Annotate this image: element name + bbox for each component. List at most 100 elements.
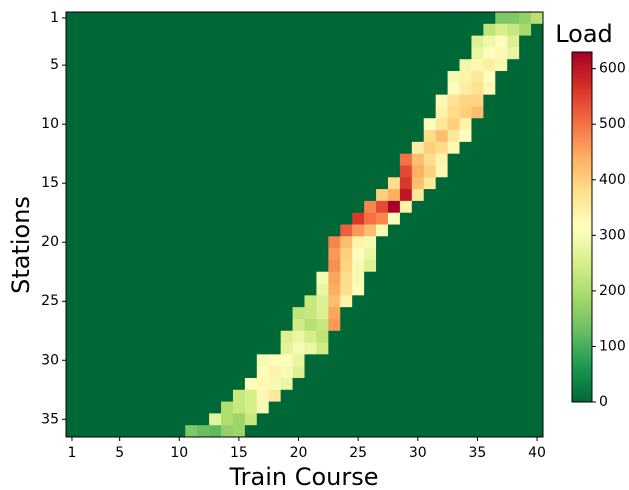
heatmap-cell	[519, 271, 532, 284]
heatmap-cell	[387, 106, 401, 119]
heatmap-cell	[411, 389, 425, 402]
heatmap-cell	[101, 141, 115, 155]
heatmap-cell	[519, 295, 532, 308]
heatmap-cell	[77, 377, 91, 391]
heatmap-cell	[447, 307, 460, 320]
heatmap-cell	[376, 106, 389, 119]
heatmap-cell	[411, 259, 425, 273]
heatmap-cell	[149, 342, 162, 355]
heatmap-cell	[411, 71, 425, 84]
heatmap-cell	[423, 248, 437, 261]
heatmap-cell	[161, 413, 174, 426]
heatmap-cell	[531, 94, 544, 107]
heatmap-cell	[66, 425, 79, 438]
heatmap-cell	[483, 271, 496, 284]
heatmap-cell	[89, 401, 103, 414]
heatmap-cell	[483, 212, 496, 225]
heatmap-cell	[113, 236, 127, 249]
heatmap-cell	[340, 295, 353, 308]
heatmap-cell	[268, 47, 282, 60]
heatmap-cell	[137, 224, 150, 237]
heatmap-cell	[149, 165, 162, 178]
heatmap-cell	[232, 177, 246, 190]
heatmap-cell	[483, 165, 496, 178]
heatmap-cell	[89, 118, 103, 131]
heatmap-cell	[113, 189, 127, 202]
heatmap-cell	[173, 200, 186, 214]
heatmap-cell	[173, 224, 186, 237]
heatmap-cell	[376, 12, 389, 25]
heatmap-cell	[137, 153, 150, 166]
heatmap-cell	[531, 377, 544, 391]
heatmap-cell	[268, 71, 282, 84]
heatmap-cell	[304, 330, 317, 343]
heatmap-cell	[292, 12, 305, 25]
heatmap-cell	[101, 12, 115, 25]
heatmap-cell	[495, 224, 508, 237]
heatmap-cell	[209, 224, 222, 237]
heatmap-cell	[268, 248, 282, 261]
heatmap-cell	[435, 330, 448, 343]
heatmap-cell	[304, 47, 317, 60]
heatmap-cell	[113, 35, 127, 48]
heatmap-cell	[209, 212, 222, 225]
heatmap-cell	[77, 330, 91, 343]
heatmap-cell	[399, 23, 413, 37]
heatmap-cell	[161, 177, 174, 190]
heatmap-cell	[173, 283, 186, 296]
heatmap-cell	[519, 283, 532, 296]
heatmap-cell	[101, 177, 115, 190]
heatmap-cell	[376, 295, 389, 308]
heatmap-cell	[459, 189, 472, 202]
heatmap-cell	[507, 271, 520, 284]
heatmap-cell	[185, 413, 198, 426]
heatmap-cell	[376, 35, 389, 48]
heatmap-cell	[495, 401, 508, 414]
heatmap-cell	[66, 130, 79, 143]
heatmap-cell	[495, 35, 508, 48]
heatmap-cell	[459, 35, 472, 48]
heatmap-cell	[471, 271, 484, 284]
heatmap-cell	[173, 366, 186, 379]
heatmap-cell	[423, 354, 437, 367]
heatmap-cell	[280, 94, 293, 107]
heatmap-cell	[280, 307, 293, 320]
heatmap-cell	[221, 259, 234, 273]
heatmap-cell	[77, 212, 91, 225]
heatmap-cell	[173, 389, 186, 402]
heatmap-cell	[519, 177, 532, 190]
heatmap-cell	[399, 94, 413, 107]
heatmap-cell	[161, 377, 174, 391]
heatmap-cell	[376, 271, 389, 284]
heatmap-cell	[292, 94, 305, 107]
heatmap-cell	[435, 342, 448, 355]
heatmap-cell	[364, 283, 377, 296]
heatmap-cell	[77, 47, 91, 60]
heatmap-cell	[507, 35, 520, 48]
heatmap-cell	[244, 425, 258, 438]
heatmap-cell	[280, 47, 293, 60]
heatmap-cell	[316, 23, 329, 37]
heatmap-cell	[137, 47, 150, 60]
heatmap-cell	[376, 236, 389, 249]
heatmap-cell	[232, 248, 246, 261]
heatmap-cell	[459, 330, 472, 343]
heatmap-cell	[101, 271, 115, 284]
heatmap-cell	[471, 248, 484, 261]
heatmap-cell	[256, 307, 270, 320]
heatmap-cell	[244, 307, 258, 320]
heatmap-cell	[507, 318, 520, 332]
heatmap-cell	[531, 283, 544, 296]
heatmap-cell	[268, 318, 282, 332]
heatmap-cell	[149, 259, 162, 273]
heatmap-cell	[328, 271, 341, 284]
heatmap-cell	[197, 389, 210, 402]
heatmap-cell	[399, 425, 413, 438]
heatmap-cell	[423, 23, 437, 37]
heatmap-cell	[209, 377, 222, 391]
heatmap-cell	[364, 401, 377, 414]
heatmap-cell	[387, 47, 401, 60]
heatmap-cell	[352, 47, 365, 60]
heatmap-cell	[149, 354, 162, 367]
heatmap-cell	[328, 189, 341, 202]
